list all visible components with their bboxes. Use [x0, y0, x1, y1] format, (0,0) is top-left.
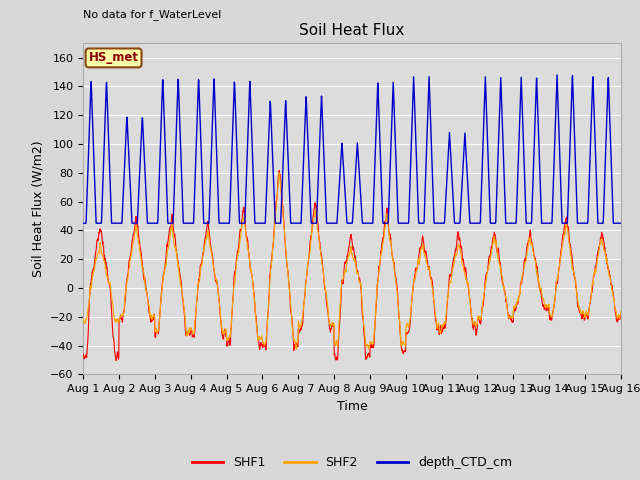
Legend: SHF1, SHF2, depth_CTD_cm: SHF1, SHF2, depth_CTD_cm: [187, 451, 517, 474]
Title: Soil Heat Flux: Soil Heat Flux: [300, 23, 404, 38]
Text: No data for f_WaterLevel: No data for f_WaterLevel: [83, 9, 221, 20]
X-axis label: Time: Time: [337, 400, 367, 413]
Y-axis label: Soil Heat Flux (W/m2): Soil Heat Flux (W/m2): [31, 141, 44, 277]
Text: HS_met: HS_met: [88, 51, 139, 64]
